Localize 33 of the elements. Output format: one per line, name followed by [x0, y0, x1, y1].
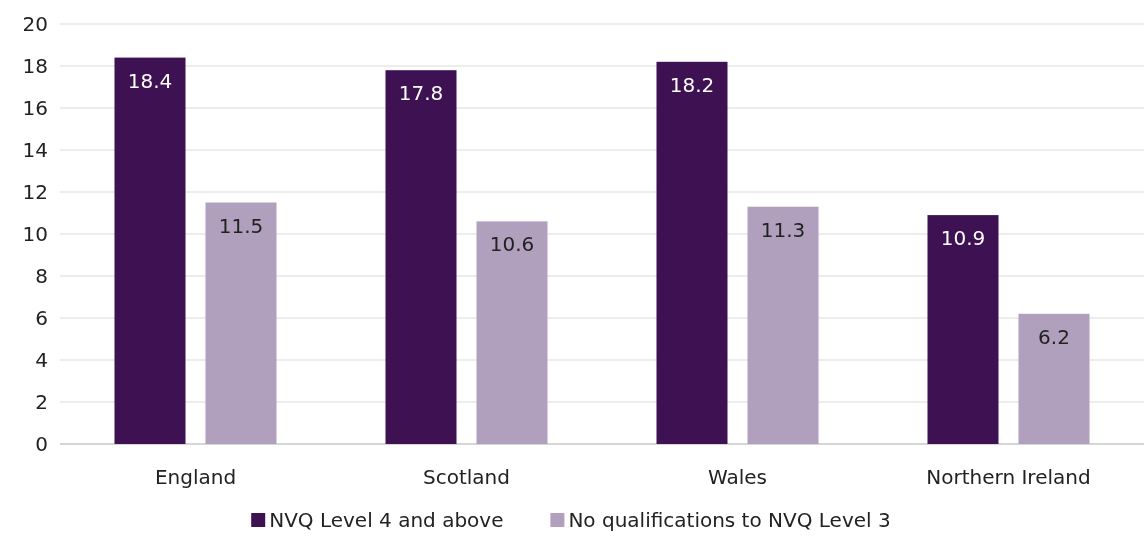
y-tick-label: 12	[22, 180, 48, 204]
x-tick-label: Northern Ireland	[926, 465, 1091, 489]
data-label: 10.9	[940, 226, 986, 251]
legend-label: NVQ Level 4 and above	[269, 508, 504, 532]
bar	[114, 57, 186, 444]
y-tick-label: 0	[35, 432, 48, 456]
x-tick-label: Scotland	[423, 465, 510, 489]
data-label: 11.5	[218, 213, 264, 238]
bar	[1018, 313, 1090, 444]
bar	[927, 215, 999, 444]
data-label: 6.2	[1038, 324, 1070, 349]
y-tick-label: 20	[22, 12, 48, 36]
data-label: 11.3	[760, 217, 806, 242]
bar	[476, 221, 548, 444]
y-tick-label: 14	[22, 138, 48, 162]
y-tick-label: 8	[35, 264, 48, 288]
y-tick-label: 4	[35, 348, 48, 372]
y-tick-label: 18	[22, 54, 48, 78]
bar	[385, 70, 457, 444]
data-label: 18.2	[669, 72, 715, 97]
y-tick-label: 2	[35, 390, 48, 414]
y-tick-label: 6	[35, 306, 48, 330]
y-tick-label: 16	[22, 96, 48, 120]
bar	[656, 61, 728, 444]
x-tick-label: England	[154, 465, 237, 489]
y-tick-label: 10	[22, 222, 48, 246]
data-label: 17.8	[398, 81, 444, 106]
data-label: 10.6	[489, 232, 535, 257]
legend-label: No qualifications to NVQ Level 3	[568, 508, 891, 532]
bar	[747, 206, 819, 444]
x-tick-label: Wales	[707, 465, 768, 489]
bar	[205, 202, 277, 444]
data-label: 18.4	[127, 68, 173, 93]
